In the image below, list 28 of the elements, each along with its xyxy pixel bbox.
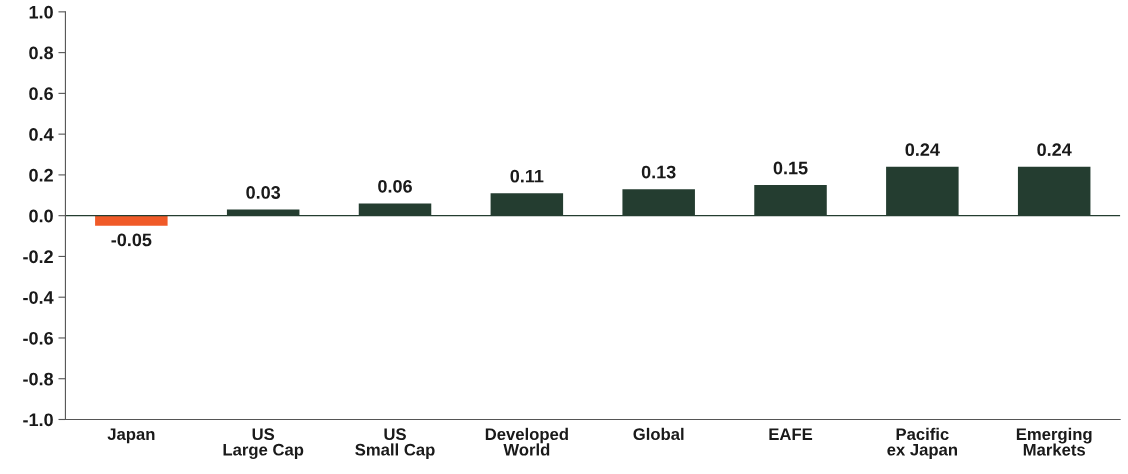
y-tick-label: -0.6 [23, 331, 53, 345]
data-label: 0.24 [905, 143, 940, 157]
y-tick-label: 0.0 [29, 209, 53, 223]
y-tick-label: -0.8 [23, 372, 54, 386]
bar [95, 215, 168, 226]
data-label: 0.24 [1037, 143, 1072, 157]
data-label: 0.06 [378, 179, 412, 193]
data-label: 0.11 [510, 169, 544, 183]
data-label: -0.05 [111, 233, 152, 247]
y-tick-label: 0.2 [29, 168, 53, 182]
x-tick-label: Pacific ex Japan [887, 427, 957, 459]
y-tick-label: 0.6 [29, 87, 53, 101]
x-tick-label: Developed World [485, 427, 568, 456]
data-label: 0.15 [773, 161, 808, 175]
y-tick-label: -0.4 [23, 291, 54, 304]
x-tick-label: US Large Cap [223, 428, 304, 459]
x-tick-label: US Small Cap [355, 428, 435, 459]
y-tick-label: -1.0 [23, 413, 53, 427]
x-tick-label: Japan [107, 428, 155, 444]
x-tick-label: Emerging Markets [1016, 427, 1092, 456]
y-tick-label: 0.4 [29, 128, 54, 141]
y-tick-label: -0.2 [23, 250, 53, 264]
data-label: 0.03 [246, 186, 281, 199]
x-tick-label: Global [633, 427, 684, 441]
y-tick-label: 1.0 [29, 5, 53, 19]
data-label: 0.13 [641, 165, 676, 179]
x-tick-label: EAFE [769, 428, 813, 440]
y-tick-label: 0.8 [29, 46, 54, 60]
